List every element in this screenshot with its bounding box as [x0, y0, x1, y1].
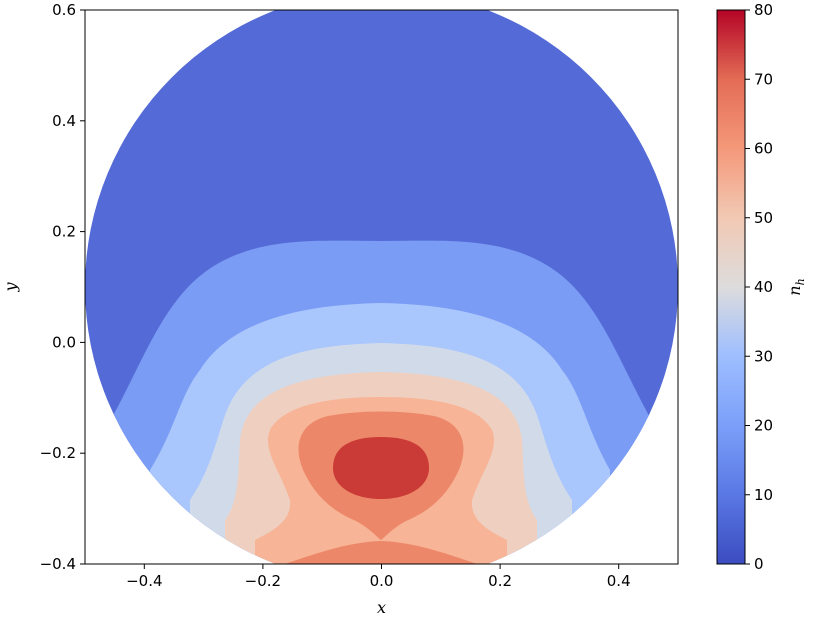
colorbar-label-main: n — [785, 285, 804, 295]
colorbar-tick-label: 50 — [754, 209, 773, 227]
x-tick-label: −0.4 — [126, 572, 162, 590]
y-tick-label: 0.4 — [52, 112, 76, 130]
y-axis-ticks: −0.4 −0.2 0.0 0.2 0.4 0.6 — [40, 1, 85, 573]
x-axis-ticks: −0.4 −0.2 0.0 0.2 0.4 — [126, 564, 631, 590]
y-axis-label: y — [1, 282, 20, 293]
y-tick-label: 0.2 — [52, 223, 76, 241]
plot-area — [85, 10, 678, 564]
y-tick-label: −0.4 — [40, 555, 76, 573]
colorbar-gradient — [717, 10, 745, 564]
contour-fill — [85, 10, 678, 564]
colorbar-tick-label: 80 — [754, 1, 773, 19]
y-tick-label: −0.2 — [40, 444, 76, 462]
x-axis-label: x — [377, 598, 386, 617]
colorbar-label-sub: h — [794, 278, 807, 285]
colorbar-tick-label: 60 — [754, 140, 773, 158]
colorbar-label: nh — [785, 278, 807, 295]
colorbar-tick-label: 40 — [754, 278, 773, 296]
colorbar-tick-label: 0 — [754, 555, 764, 573]
y-tick-label: 0.0 — [52, 333, 76, 351]
colorbar-tick-label: 30 — [754, 347, 773, 365]
y-tick-label: 0.6 — [52, 1, 76, 19]
colorbar-tick-label: 10 — [754, 486, 773, 504]
contour-level-70-80 — [333, 437, 429, 499]
colorbar-ticks: 0 10 20 30 40 50 60 70 80 — [745, 1, 773, 573]
colorbar: 0 10 20 30 40 50 60 70 80 nh — [716, 1, 807, 573]
colorbar-tick-label: 20 — [754, 417, 773, 435]
x-tick-label: 0.4 — [607, 572, 631, 590]
x-tick-label: −0.2 — [245, 572, 281, 590]
x-tick-label: 0.0 — [370, 572, 394, 590]
colorbar-tick-label: 70 — [754, 70, 773, 88]
contour-level-60-70-bottom — [285, 541, 477, 564]
x-tick-label: 0.2 — [488, 572, 512, 590]
